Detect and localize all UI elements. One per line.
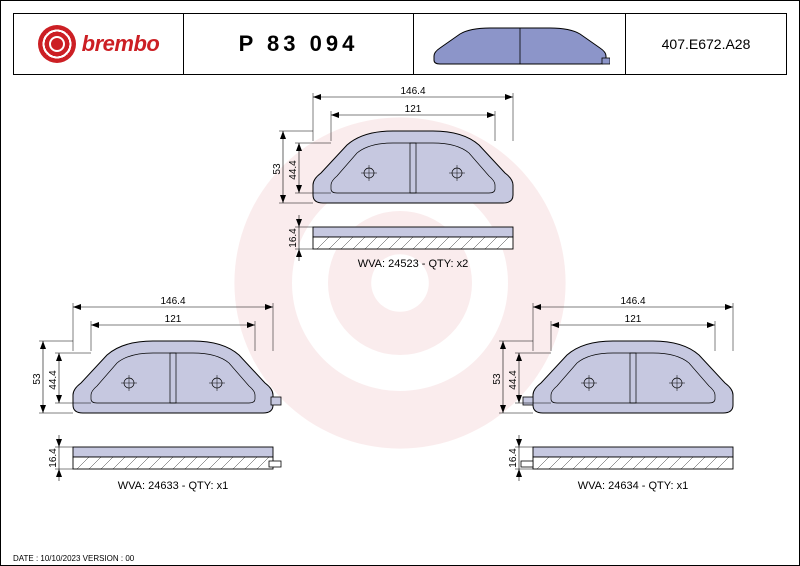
svg-text:44.4: 44.4 xyxy=(48,370,59,390)
svg-text:16.4: 16.4 xyxy=(508,448,519,468)
svg-text:53: 53 xyxy=(493,373,503,385)
brembo-logo-cell: brembo xyxy=(14,14,184,74)
drawing-reference: 407.E672.A28 xyxy=(626,14,786,74)
pad-assembly-top: 146.4 121 xyxy=(273,87,553,297)
dim-top-thickness: 16.4 xyxy=(288,228,299,248)
brembo-disc-icon xyxy=(38,25,76,63)
dim-top-inner-width: 121 xyxy=(405,104,422,115)
wva-label-bottom-left: WVA: 24633 - QTY: x1 xyxy=(118,480,228,492)
dim-top-inner-height: 44.4 xyxy=(288,160,299,180)
wva-label-top: WVA: 24523 - QTY: x2 xyxy=(358,258,468,270)
svg-text:44.4: 44.4 xyxy=(508,370,519,390)
svg-text:121: 121 xyxy=(625,314,642,325)
pad-assembly-bottom-right: 146.4 121 xyxy=(493,297,773,527)
svg-text:146.4: 146.4 xyxy=(160,297,185,307)
header-pad-illustration xyxy=(414,14,626,74)
header-strip: brembo P 83 094 407.E672.A28 xyxy=(13,13,787,75)
footer-version: DATE : 10/10/2023 VERSION : 00 xyxy=(13,554,134,563)
pad-assembly-bottom-left: 146.4 121 xyxy=(33,297,313,527)
dim-top-outer-height: 53 xyxy=(273,163,283,175)
svg-text:121: 121 xyxy=(165,314,182,325)
part-number: P 83 094 xyxy=(184,14,414,74)
brembo-wordmark: brembo xyxy=(82,31,160,57)
svg-text:53: 53 xyxy=(33,373,43,385)
dim-top-outer-width: 146.4 xyxy=(400,87,425,97)
drawing-area: 146.4 121 xyxy=(13,87,787,547)
svg-text:16.4: 16.4 xyxy=(48,448,59,468)
svg-text:146.4: 146.4 xyxy=(620,297,645,307)
technical-drawing-sheet: brembo P 83 094 407.E672.A28 xyxy=(0,0,800,566)
wva-label-bottom-right: WVA: 24634 - QTY: x1 xyxy=(578,480,688,492)
